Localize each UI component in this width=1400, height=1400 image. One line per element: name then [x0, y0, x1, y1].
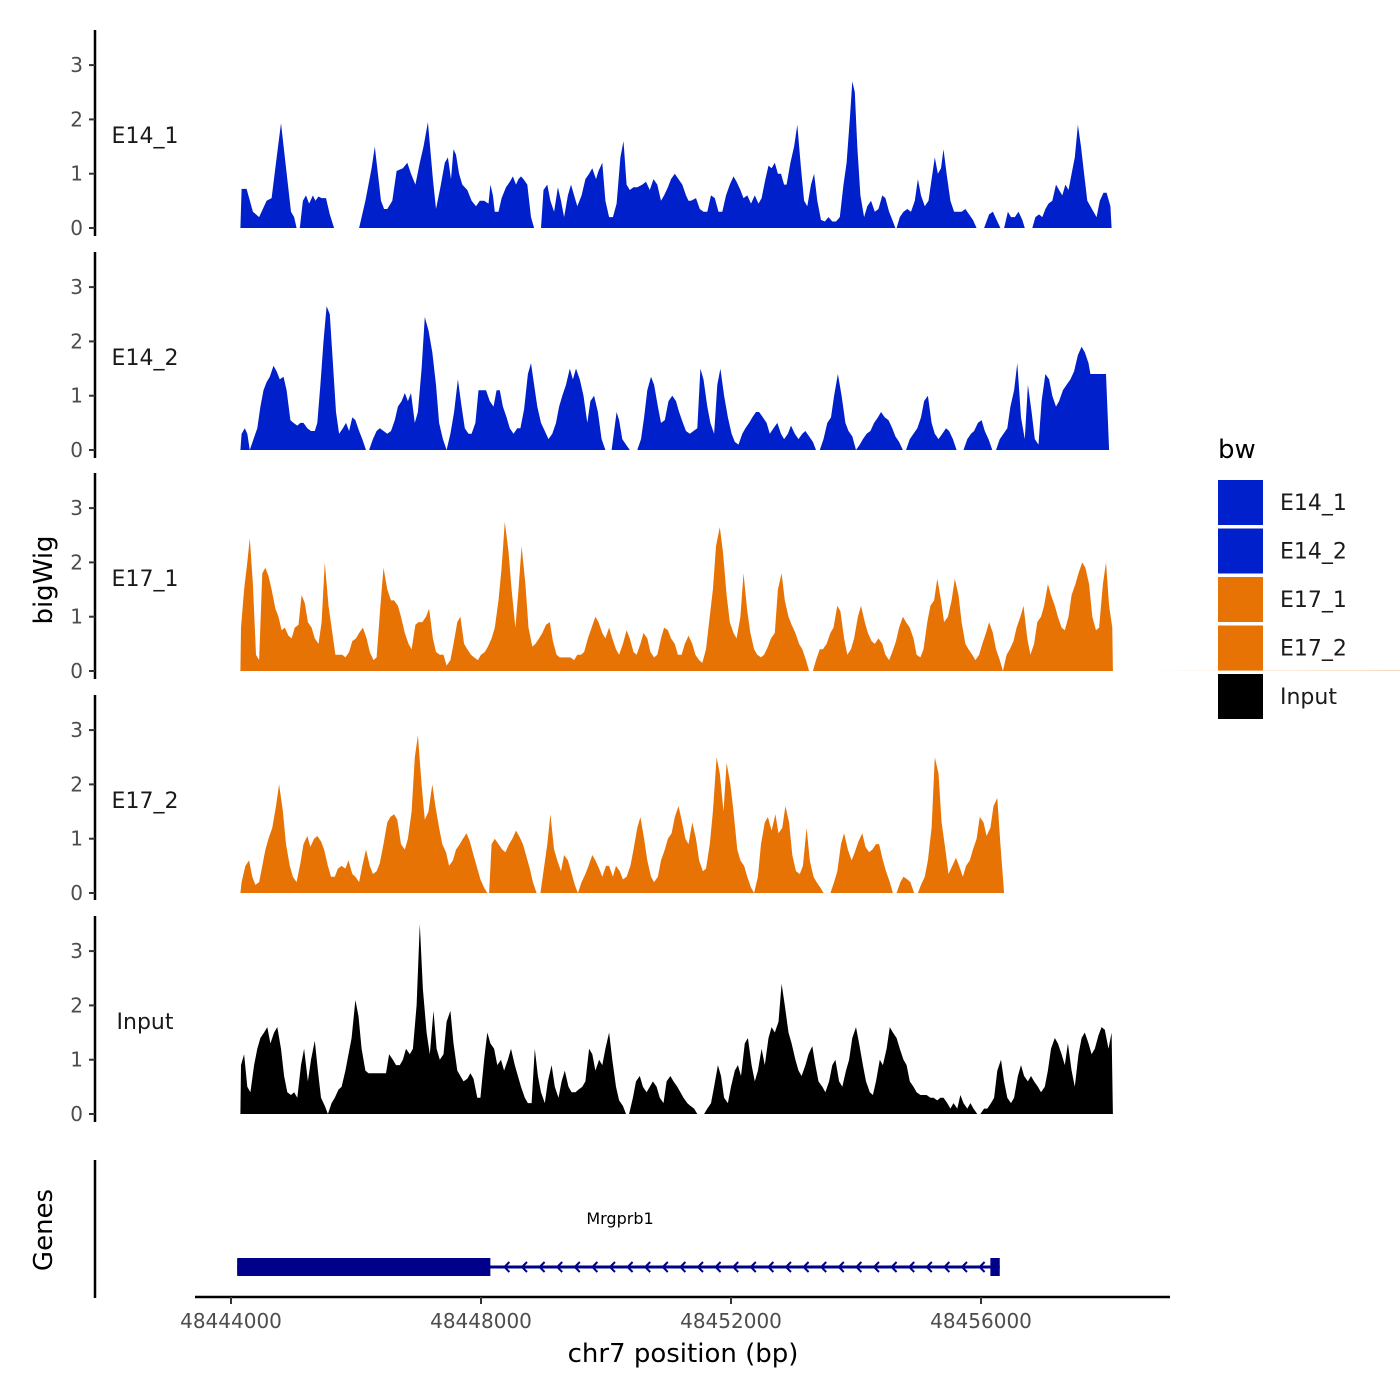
- legend-label: E17_2: [1280, 637, 1347, 662]
- track-label: Input: [117, 1010, 174, 1035]
- legend-swatch: [1218, 577, 1263, 622]
- strand-arrow: [714, 1261, 722, 1273]
- y-tick-label: 2: [70, 993, 83, 1017]
- strand-arrow: [573, 1261, 581, 1273]
- y-axis-title: bigWig: [29, 535, 59, 624]
- x-tick-label: 48452000: [680, 1309, 782, 1333]
- legend-entry-e14-2: E14_2: [1218, 528, 1347, 574]
- legend-swatch: [1218, 674, 1263, 719]
- gene-name-label: Mrgprb1: [586, 1209, 653, 1228]
- strand-arrow: [590, 1261, 599, 1273]
- strand-arrow: [626, 1261, 634, 1273]
- gene-thick-exon: [237, 1259, 431, 1275]
- strand-arrow: [872, 1261, 880, 1273]
- legend-entry-input: Input: [1218, 674, 1337, 719]
- legend-swatch: [1218, 625, 1263, 671]
- genes-axis-title: Genes: [29, 1189, 59, 1271]
- strand-arrow: [502, 1261, 511, 1273]
- strand-arrow: [854, 1261, 863, 1273]
- x-axis: 48444000 48448000 48452000 48456000: [180, 1295, 1170, 1333]
- track-label: E14_2: [112, 346, 179, 371]
- strand-arrow: [731, 1261, 739, 1273]
- coverage-area-e14-2: [240, 306, 1110, 450]
- strand-arrow: [907, 1261, 915, 1273]
- strand-arrow: [942, 1261, 951, 1273]
- y-tick-label: 1: [70, 827, 83, 851]
- gene-mrgprb1: Mrgprb1: [237, 1209, 1000, 1276]
- x-axis-title: chr7 position (bp): [568, 1339, 799, 1369]
- y-tick-label: 1: [70, 1048, 83, 1072]
- track-e17-1: 0 1 2 3 E17_1: [70, 473, 1400, 683]
- strand-arrow: [608, 1261, 616, 1273]
- legend-label: E14_2: [1280, 540, 1347, 565]
- y-tick-label: 2: [70, 329, 83, 353]
- y-tick-label: 3: [70, 496, 83, 520]
- track-label: E14_1: [112, 124, 179, 149]
- x-tick-label: 48444000: [180, 1309, 282, 1333]
- coverage-area-e17-2: [240, 735, 1005, 893]
- y-tick-label: 0: [70, 659, 83, 683]
- y-tick-label: 1: [70, 605, 83, 629]
- track-label: E17_2: [112, 789, 179, 814]
- strand-arrow: [766, 1261, 775, 1273]
- track-e14-2: 0 1 2 3 E14_2: [70, 252, 1110, 462]
- strand-arrow: [925, 1261, 933, 1273]
- strand-arrow: [643, 1261, 651, 1273]
- track-input: 0 1 2 3 Input: [70, 916, 1113, 1126]
- y-tick-label: 3: [70, 939, 83, 963]
- y-tick-label: 0: [70, 216, 83, 240]
- y-tick-label: 2: [70, 772, 83, 796]
- gene-exon: [990, 1258, 1000, 1276]
- legend-entry-e14-1: E14_1: [1218, 480, 1347, 525]
- strand-arrow: [661, 1261, 669, 1273]
- legend-swatch: [1218, 528, 1263, 574]
- strand-arrow: [960, 1261, 968, 1273]
- strand-arrow: [978, 1261, 986, 1273]
- strand-arrow: [538, 1261, 546, 1273]
- y-tick-label: 2: [70, 107, 83, 131]
- y-tick-label: 3: [70, 275, 83, 299]
- strand-arrow: [520, 1261, 528, 1273]
- strand-arrow: [555, 1261, 563, 1273]
- coverage-area-e14-1: [240, 81, 1112, 229]
- y-tick-label: 0: [70, 881, 83, 905]
- y-tick-label: 0: [70, 438, 83, 462]
- legend-swatch: [1218, 480, 1263, 525]
- strand-arrow: [837, 1261, 845, 1273]
- strand-arrow: [696, 1261, 704, 1273]
- strand-arrow: [802, 1261, 810, 1273]
- x-tick-label: 48456000: [930, 1309, 1032, 1333]
- track-label: E17_1: [112, 567, 179, 592]
- y-tick-label: 1: [70, 384, 83, 408]
- legend-entry-e17-1: E17_1: [1218, 577, 1347, 622]
- x-tick-label: 48448000: [430, 1309, 532, 1333]
- legend-label: Input: [1280, 685, 1337, 710]
- strand-arrow: [819, 1261, 827, 1273]
- legend: bw E14_1 E14_2 E17_1 E17_2 Input: [1218, 435, 1347, 719]
- track-e14-1: 0 1 2 3 E14_1: [70, 30, 1112, 240]
- legend-label: E17_1: [1280, 588, 1347, 613]
- strand-arrow: [678, 1261, 687, 1273]
- coverage-area-e17-1: [240, 521, 1400, 671]
- y-tick-label: 3: [70, 53, 83, 77]
- y-tick-label: 3: [70, 718, 83, 742]
- coverage-tracks: 0 1 2 3 E14_1 0 1 2 3 E14_2 0 1 2 3 E17_1 0 1 2 3 E17_2 0 1 2 3…: [70, 30, 1400, 1126]
- legend-label: E14_1: [1280, 491, 1347, 516]
- strand-arrow: [890, 1261, 898, 1273]
- coverage-area-input: [240, 924, 1113, 1114]
- y-tick-label: 1: [70, 162, 83, 186]
- gene-panel: Mrgprb1: [93, 1160, 1000, 1298]
- y-tick-label: 0: [70, 1102, 83, 1126]
- legend-entry-e17-2: E17_2: [1218, 625, 1347, 671]
- y-tick-label: 2: [70, 550, 83, 574]
- strand-arrow: [784, 1261, 792, 1273]
- legend-title: bw: [1218, 435, 1256, 465]
- track-e17-2: 0 1 2 3 E17_2: [70, 695, 1005, 905]
- strand-arrow: [749, 1261, 757, 1273]
